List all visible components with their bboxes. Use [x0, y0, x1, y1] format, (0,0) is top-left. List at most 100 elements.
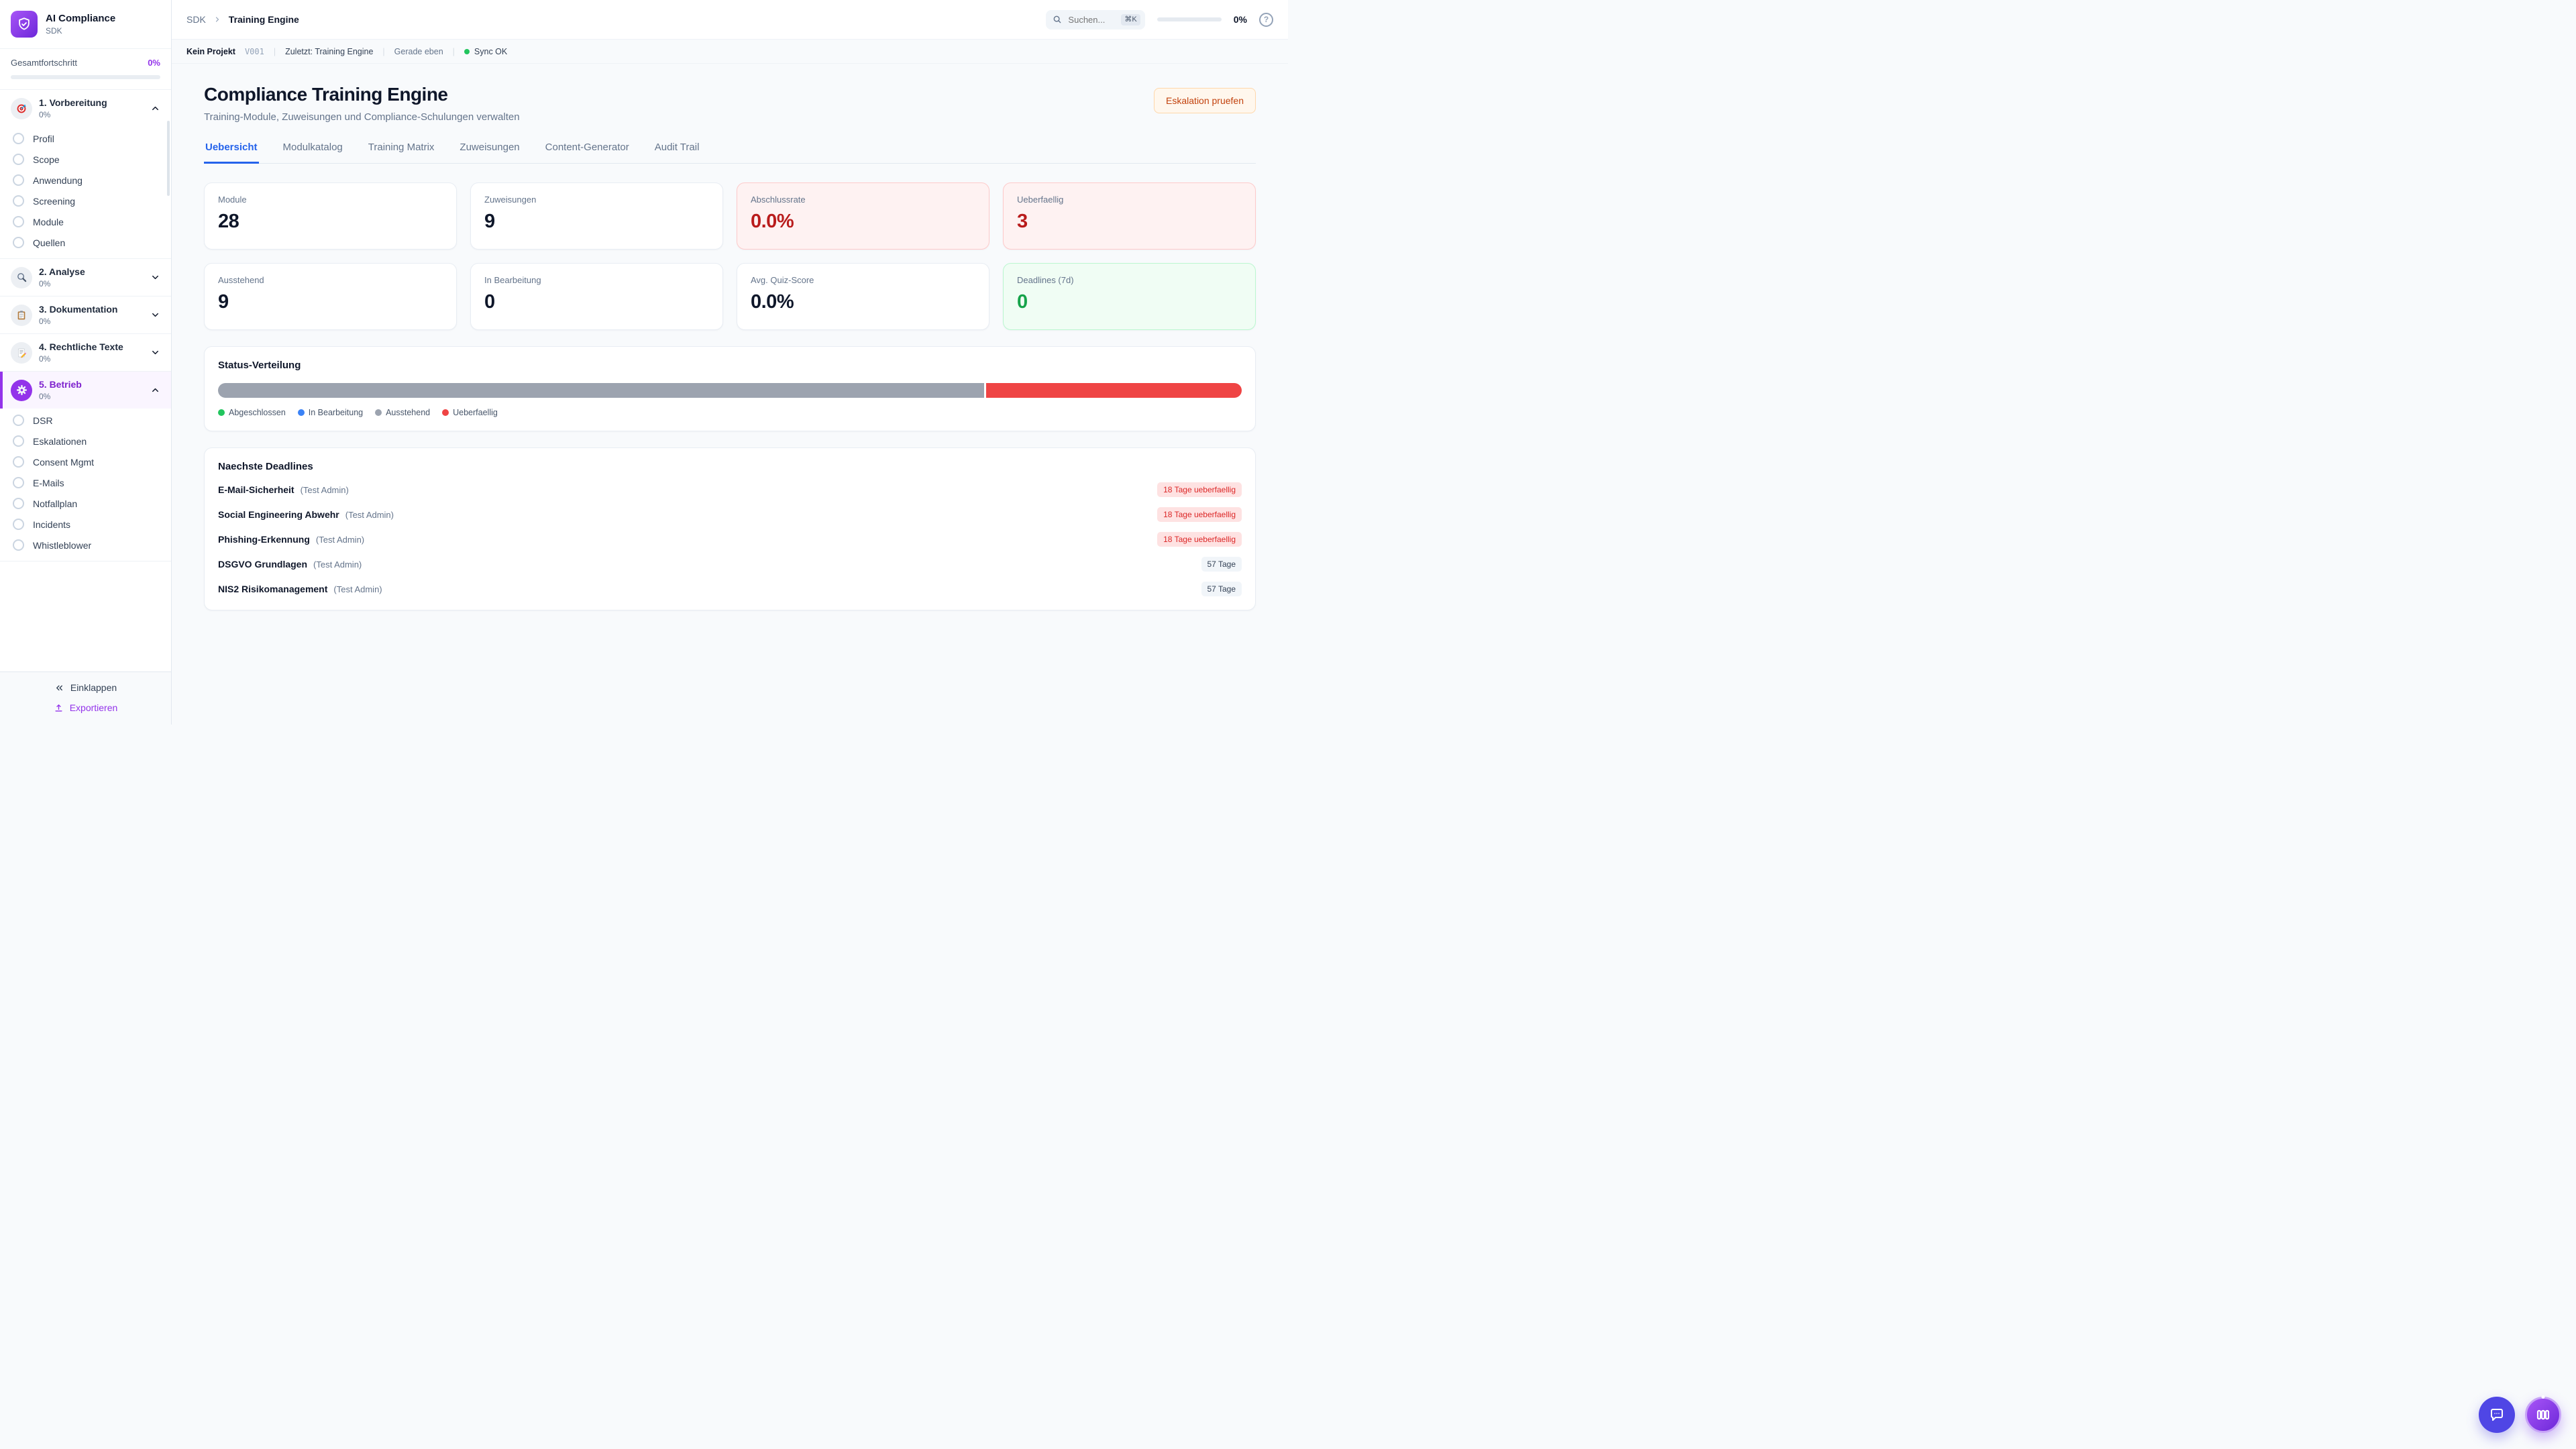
deadline-info: NIS2 Risikomanagement (Test Admin): [218, 584, 382, 594]
overall-progress: Gesamtfortschritt 0%: [0, 49, 171, 90]
app-root: AI Compliance SDK Gesamtfortschritt 0% 1…: [0, 0, 1288, 724]
stat-label: Ueberfaellig: [1017, 195, 1064, 205]
collapse-sidebar-button[interactable]: Einklappen: [50, 682, 121, 694]
tab-modulkatalog[interactable]: Modulkatalog: [282, 142, 343, 153]
board-view-fab-button[interactable]: [2525, 1397, 2561, 1433]
sidebar-item-scope[interactable]: Scope: [0, 149, 171, 170]
search-input[interactable]: ⌘K: [1046, 9, 1145, 30]
deadline-row-e-mail-sicherheit: E-Mail-Sicherheit (Test Admin) 18 Tage ueb…: [218, 482, 1242, 497]
sidebar-item-label: Module: [33, 216, 64, 227]
section-items: DSR Eskalationen Consent Mgmt E-Mails Notfal…: [0, 409, 171, 561]
sidebar-section-header-2-analyse[interactable]: 2. Analyse 0%: [0, 259, 171, 296]
tab-training-matrix[interactable]: Training Matrix: [368, 142, 435, 153]
sidebar-item-module[interactable]: Module: [0, 211, 171, 232]
section-meta: 2. Analyse 0%: [39, 266, 144, 288]
sidebar-item-incidents[interactable]: Incidents: [0, 514, 171, 535]
sidebar-item-e-mails[interactable]: E-Mails: [0, 472, 171, 493]
sidebar-item-consent-mgmt[interactable]: Consent Mgmt: [0, 451, 171, 472]
stat-card-ueberfaellig: Ueberfaellig 3: [1003, 182, 1256, 250]
legend-dot-icon: [297, 409, 305, 416]
sidebar-item-label: Profil: [33, 133, 54, 144]
tab-bar: Uebersicht Modulkatalog Training Matrix Zuw…: [204, 140, 1256, 164]
board-columns-icon: [2535, 1407, 2551, 1423]
sidebar-item-label: Notfallplan: [33, 498, 78, 509]
section-percent: 0%: [39, 354, 51, 364]
tab-uebersicht[interactable]: Uebersicht: [204, 140, 259, 164]
chat-fab-button[interactable]: [2479, 1397, 2515, 1433]
status-circle-icon: [13, 477, 24, 488]
stat-card-in-bearbeitung: In Bearbeitung 0: [470, 263, 723, 330]
tab-zuweisungen[interactable]: Zuweisungen: [460, 142, 520, 153]
distribution-segment-ueberfaellig: [986, 383, 1242, 398]
chevron-up-icon: [150, 103, 160, 113]
sidebar-scrollbar[interactable]: [167, 121, 170, 196]
deadlines-list: E-Mail-Sicherheit (Test Admin) 18 Tage ueb…: [218, 482, 1242, 596]
legend-dot-icon: [442, 409, 449, 416]
last-opened: Zuletzt: Training Engine: [285, 46, 374, 56]
shield-check-icon: [11, 11, 38, 38]
stat-value: 9: [484, 211, 495, 232]
clipboard-icon: [11, 304, 32, 326]
check-escalation-button[interactable]: Eskalation pruefen: [1154, 88, 1256, 113]
gear-icon: [11, 379, 32, 401]
tab-content-generator[interactable]: Content-Generator: [545, 142, 629, 153]
section-items: Profil Scope Anwendung Screening Module Quell…: [0, 127, 171, 258]
chevron-up-icon: [150, 385, 160, 395]
brand-subtitle: SDK: [46, 26, 62, 36]
export-button[interactable]: Exportieren: [50, 702, 122, 714]
search-field[interactable]: [1067, 13, 1117, 25]
deadline-row-nis2-risikomanagement: NIS2 Risikomanagement (Test Admin) 57 Tage: [218, 582, 1242, 596]
overdue-badge: 18 Tage ueberfaellig: [1157, 532, 1242, 547]
sidebar-section-header-3-dokumentation[interactable]: 3. Dokumentation 0%: [0, 297, 171, 333]
sidebar-item-screening[interactable]: Screening: [0, 191, 171, 211]
sidebar-section-header-4-rechtliche-texte[interactable]: 4. Rechtliche Texte 0%: [0, 334, 171, 371]
last-opened-time: Gerade eben: [394, 46, 443, 56]
section-percent: 0%: [39, 392, 51, 401]
topbar: SDK Training Engine ⌘K 0% ?: [172, 0, 1288, 40]
stat-card-ausstehend: Ausstehend 9: [204, 263, 457, 330]
sidebar-item-notfallplan[interactable]: Notfallplan: [0, 493, 171, 514]
status-circle-icon: [13, 154, 24, 165]
overdue-badge: 18 Tage ueberfaellig: [1157, 507, 1242, 522]
status-circle-icon: [13, 216, 24, 227]
due-badge: 57 Tage: [1201, 582, 1242, 596]
breadcrumb-root[interactable]: SDK: [186, 14, 206, 25]
sidebar-item-dsr[interactable]: DSR: [0, 410, 171, 431]
sidebar-section-5-betrieb: 5. Betrieb 0% DSR Eskalationen Consent Mgmt E…: [0, 372, 171, 561]
sidebar-item-profil[interactable]: Profil: [0, 128, 171, 149]
stat-value: 9: [218, 291, 229, 313]
stat-label: Abschlussrate: [751, 195, 806, 205]
legend-dot-icon: [375, 409, 382, 416]
stat-value: 0.0%: [751, 291, 794, 313]
sidebar-section-4-rechtliche-texte: 4. Rechtliche Texte 0%: [0, 334, 171, 372]
sidebar-item-whistleblower[interactable]: Whistleblower: [0, 535, 171, 555]
stat-value: 0.0%: [751, 211, 794, 232]
collapse-label: Einklappen: [70, 682, 117, 693]
sidebar-item-label: Eskalationen: [33, 435, 87, 447]
section-meta: 4. Rechtliche Texte 0%: [39, 341, 144, 364]
status-circle-icon: [13, 237, 24, 248]
sidebar-section-header-1-vorbereitung[interactable]: 1. Vorbereitung 0%: [0, 90, 171, 127]
memo-icon: [11, 341, 32, 364]
header-progress-value: 0%: [1233, 14, 1247, 25]
search-shortcut-kbd: ⌘K: [1121, 13, 1140, 25]
tab-audit-trail[interactable]: Audit Trail: [654, 142, 700, 153]
topbar-right: ⌘K 0% ?: [1046, 9, 1273, 30]
sidebar-section-header-5-betrieb[interactable]: 5. Betrieb 0%: [0, 372, 171, 409]
page-header-text: Compliance Training Engine Training-Modu…: [204, 84, 520, 123]
legend-item-abgeschlossen: Abgeschlossen: [218, 408, 286, 417]
brand-name: AI Compliance: [46, 13, 116, 24]
chevron-down-icon: [150, 347, 160, 358]
deadline-module-name: DSGVO Grundlagen: [218, 559, 308, 570]
overall-progress-label: Gesamtfortschritt: [11, 58, 77, 68]
deadline-info: E-Mail-Sicherheit (Test Admin): [218, 484, 349, 495]
upload-icon: [54, 703, 64, 713]
sidebar-item-quellen[interactable]: Quellen: [0, 232, 171, 253]
sidebar-item-anwendung[interactable]: Anwendung: [0, 170, 171, 191]
breadcrumb: SDK Training Engine: [186, 14, 299, 25]
sidebar-item-eskalationen[interactable]: Eskalationen: [0, 431, 171, 451]
sidebar-section-3-dokumentation: 3. Dokumentation 0%: [0, 297, 171, 334]
help-icon[interactable]: ?: [1259, 12, 1273, 27]
due-badge: 57 Tage: [1201, 557, 1242, 572]
sidebar-item-label: Scope: [33, 154, 60, 165]
